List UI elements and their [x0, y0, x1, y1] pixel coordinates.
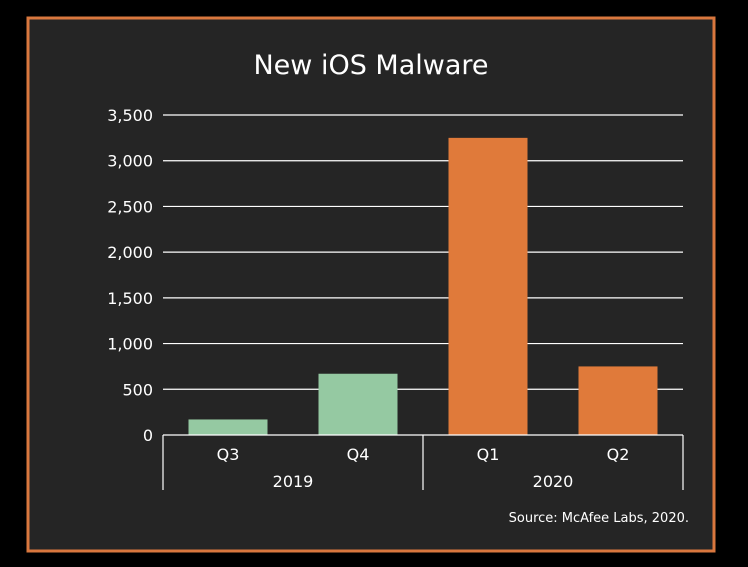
bar-q4-2019 [318, 373, 398, 435]
y-tick-label: 2,500 [107, 197, 153, 216]
bars [188, 137, 658, 435]
y-tick-label: 0 [143, 426, 153, 445]
x-tick-label: Q4 [347, 445, 370, 464]
y-tick-label: 1,500 [107, 289, 153, 308]
y-tick-label: 500 [122, 380, 153, 399]
chart-title: New iOS Malware [253, 50, 488, 81]
x-group-label: 2019 [273, 472, 314, 491]
bar-q2-2020 [578, 366, 658, 435]
y-tick-label: 1,000 [107, 335, 153, 354]
source-note: Source: McAfee Labs, 2020. [509, 511, 689, 526]
gridlines [163, 114, 683, 390]
x-tick-label: Q1 [477, 445, 500, 464]
y-tick-label: 3,000 [107, 152, 153, 171]
y-tick-label: 3,500 [107, 106, 153, 125]
x-group-label: 2020 [533, 472, 574, 491]
x-axis [162, 434, 684, 490]
x-tick-label: Q3 [217, 445, 240, 464]
x-axis-ticks: Q3 Q4 Q1 Q2 2019 2020 [217, 445, 630, 491]
bar-q1-2020 [448, 137, 528, 435]
y-tick-label: 2,000 [107, 243, 153, 262]
chart-background [26, 16, 716, 553]
bar-q3-2019 [188, 419, 268, 435]
x-tick-label: Q2 [607, 445, 630, 464]
y-axis-ticks: 0 500 1,000 1,500 2,000 2,500 3,000 3,500 [107, 106, 153, 445]
